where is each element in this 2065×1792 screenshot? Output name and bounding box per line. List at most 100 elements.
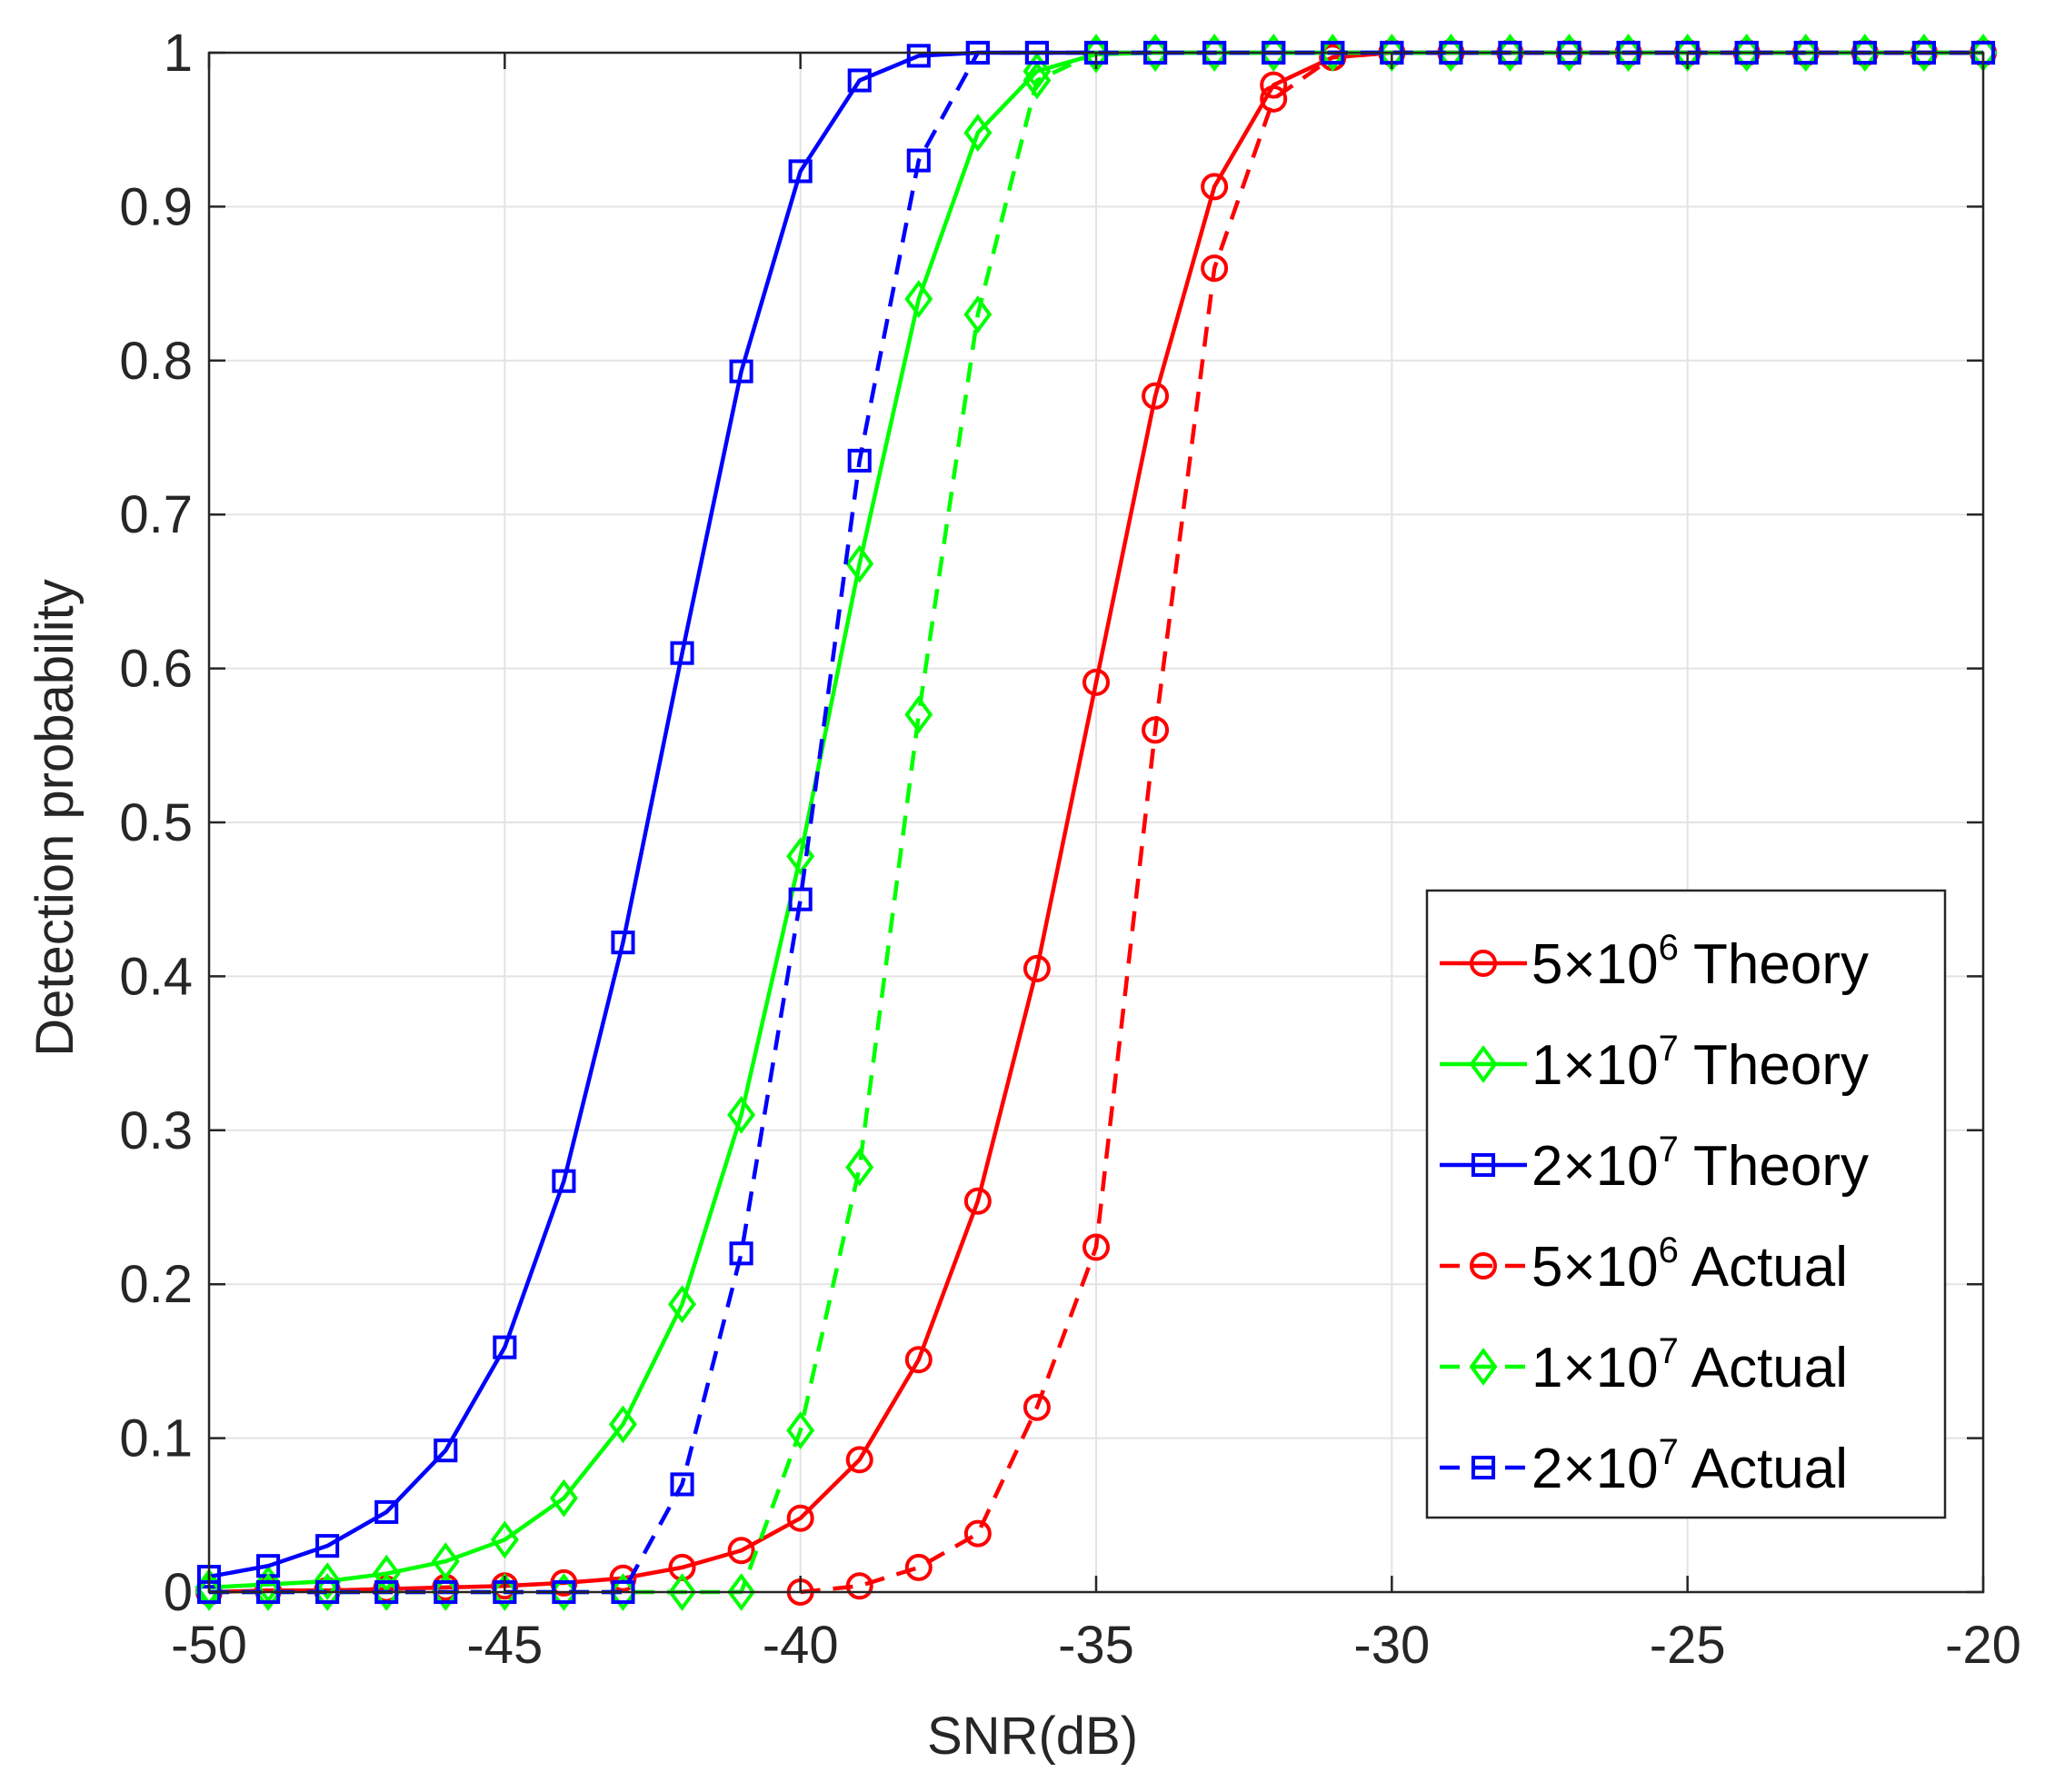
legend-entry: 5×106 Actual	[1440, 1230, 1848, 1299]
data-point	[1023, 954, 1051, 982]
data-point	[788, 887, 813, 911]
data-point	[727, 1095, 756, 1134]
x-tick-label: -20	[1945, 1616, 2021, 1675]
data-point	[1495, 34, 1524, 72]
data-point	[490, 1520, 519, 1559]
data-point	[904, 695, 933, 734]
data-point	[611, 931, 635, 955]
x-tick-label: -50	[171, 1616, 247, 1675]
data-point	[904, 1553, 933, 1581]
axes: -50 -45 -40 -35 -30 -25 -20 0 0.1 0.2 0.3 0.4 0.5 0.6…	[119, 24, 2021, 1675]
legend-marker	[1469, 1348, 1498, 1386]
data-point	[1910, 34, 1939, 72]
y-tick-label: 0.9	[119, 177, 193, 236]
legend-label: 1×107 Actual	[1531, 1331, 1848, 1399]
legend-marker	[1470, 950, 1497, 977]
legend-label: 2×107 Actual	[1531, 1432, 1848, 1500]
data-point	[1851, 34, 1880, 72]
data-point	[904, 280, 933, 318]
legend-marker	[1471, 1455, 1496, 1480]
data-point	[668, 1285, 697, 1324]
data-point	[1200, 34, 1229, 72]
x-axis-label: SNR(dB)	[927, 1707, 1138, 1766]
data-point	[608, 1573, 637, 1611]
data-point	[729, 359, 753, 383]
data-point	[1614, 34, 1643, 72]
legend-entry: 1×107 Actual	[1440, 1331, 1848, 1399]
data-point	[315, 1534, 340, 1558]
legend-label: 1×107 Theory	[1531, 1029, 1869, 1097]
data-point	[374, 1499, 399, 1524]
data-point	[1732, 34, 1761, 72]
data-point	[1318, 34, 1347, 72]
legend-entry: 2×107 Actual	[1440, 1432, 1848, 1500]
data-point	[963, 1519, 992, 1548]
data-point	[668, 1573, 697, 1611]
y-tick-label: 0	[164, 1563, 193, 1622]
legend-entry: 5×106 Theory	[1440, 928, 1869, 996]
data-point	[904, 1346, 933, 1374]
x-tick-label: -25	[1650, 1616, 1726, 1675]
legend-entry: 2×107 Theory	[1440, 1130, 1869, 1198]
data-point	[847, 448, 872, 473]
data-point	[963, 114, 993, 152]
data-point	[727, 1573, 756, 1611]
data-point	[1082, 668, 1110, 696]
y-tick-label: 0.6	[119, 640, 193, 699]
data-point	[1259, 34, 1288, 72]
data-point	[670, 641, 694, 665]
data-point	[1201, 173, 1229, 201]
legend-box	[1425, 889, 1947, 1519]
data-point	[845, 1148, 874, 1187]
y-tick-label: 0.7	[119, 485, 193, 544]
legend-label: 5×106 Actual	[1531, 1230, 1848, 1299]
data-point	[313, 1573, 342, 1611]
legend-marker	[1470, 1252, 1497, 1279]
data-point	[1142, 716, 1170, 744]
legend-marker	[1471, 1152, 1496, 1178]
data-point	[847, 68, 872, 93]
data-point	[372, 1573, 401, 1611]
data-point	[1791, 34, 1821, 72]
x-tick-label: -40	[763, 1616, 839, 1675]
data-point	[786, 1504, 814, 1532]
data-point	[549, 1573, 578, 1611]
legend-entry: 1×107 Theory	[1440, 1029, 1869, 1097]
data-point	[963, 1187, 992, 1215]
data-point	[845, 1572, 873, 1600]
data-point	[254, 1573, 283, 1611]
data-point	[1142, 382, 1170, 410]
data-point	[845, 544, 874, 583]
data-point	[1082, 1233, 1110, 1261]
legend-label: 2×107 Theory	[1531, 1130, 1869, 1198]
data-point	[1201, 254, 1229, 283]
data-point	[490, 1573, 519, 1611]
x-tick-label: -30	[1353, 1616, 1430, 1675]
y-tick-label: 0.1	[119, 1409, 193, 1468]
data-point	[552, 1169, 576, 1193]
data-point	[786, 1411, 815, 1450]
data-point	[434, 1439, 458, 1463]
data-point	[1260, 71, 1288, 99]
data-point	[1555, 34, 1584, 72]
x-tick-label: -35	[1058, 1616, 1134, 1675]
data-point	[431, 1573, 460, 1611]
data-point	[668, 1553, 696, 1581]
data-point	[906, 44, 931, 68]
data-point	[788, 159, 813, 184]
data-point	[195, 1573, 224, 1611]
data-point	[313, 1562, 342, 1601]
data-point	[493, 1335, 517, 1359]
data-point	[1141, 34, 1170, 72]
y-tick-label: 0.8	[119, 332, 193, 391]
data-point	[729, 1241, 753, 1266]
data-point	[1023, 61, 1052, 100]
legend: 5×106 Theory 1×107 Theory 2×107 Theory 5×10…	[1425, 889, 1947, 1519]
data-point	[670, 1472, 694, 1497]
data-point	[549, 1478, 578, 1518]
data-point	[845, 1446, 873, 1474]
series-line	[800, 50, 1983, 1595]
data-point	[1260, 85, 1288, 113]
y-tick-label: 0.5	[119, 793, 193, 852]
